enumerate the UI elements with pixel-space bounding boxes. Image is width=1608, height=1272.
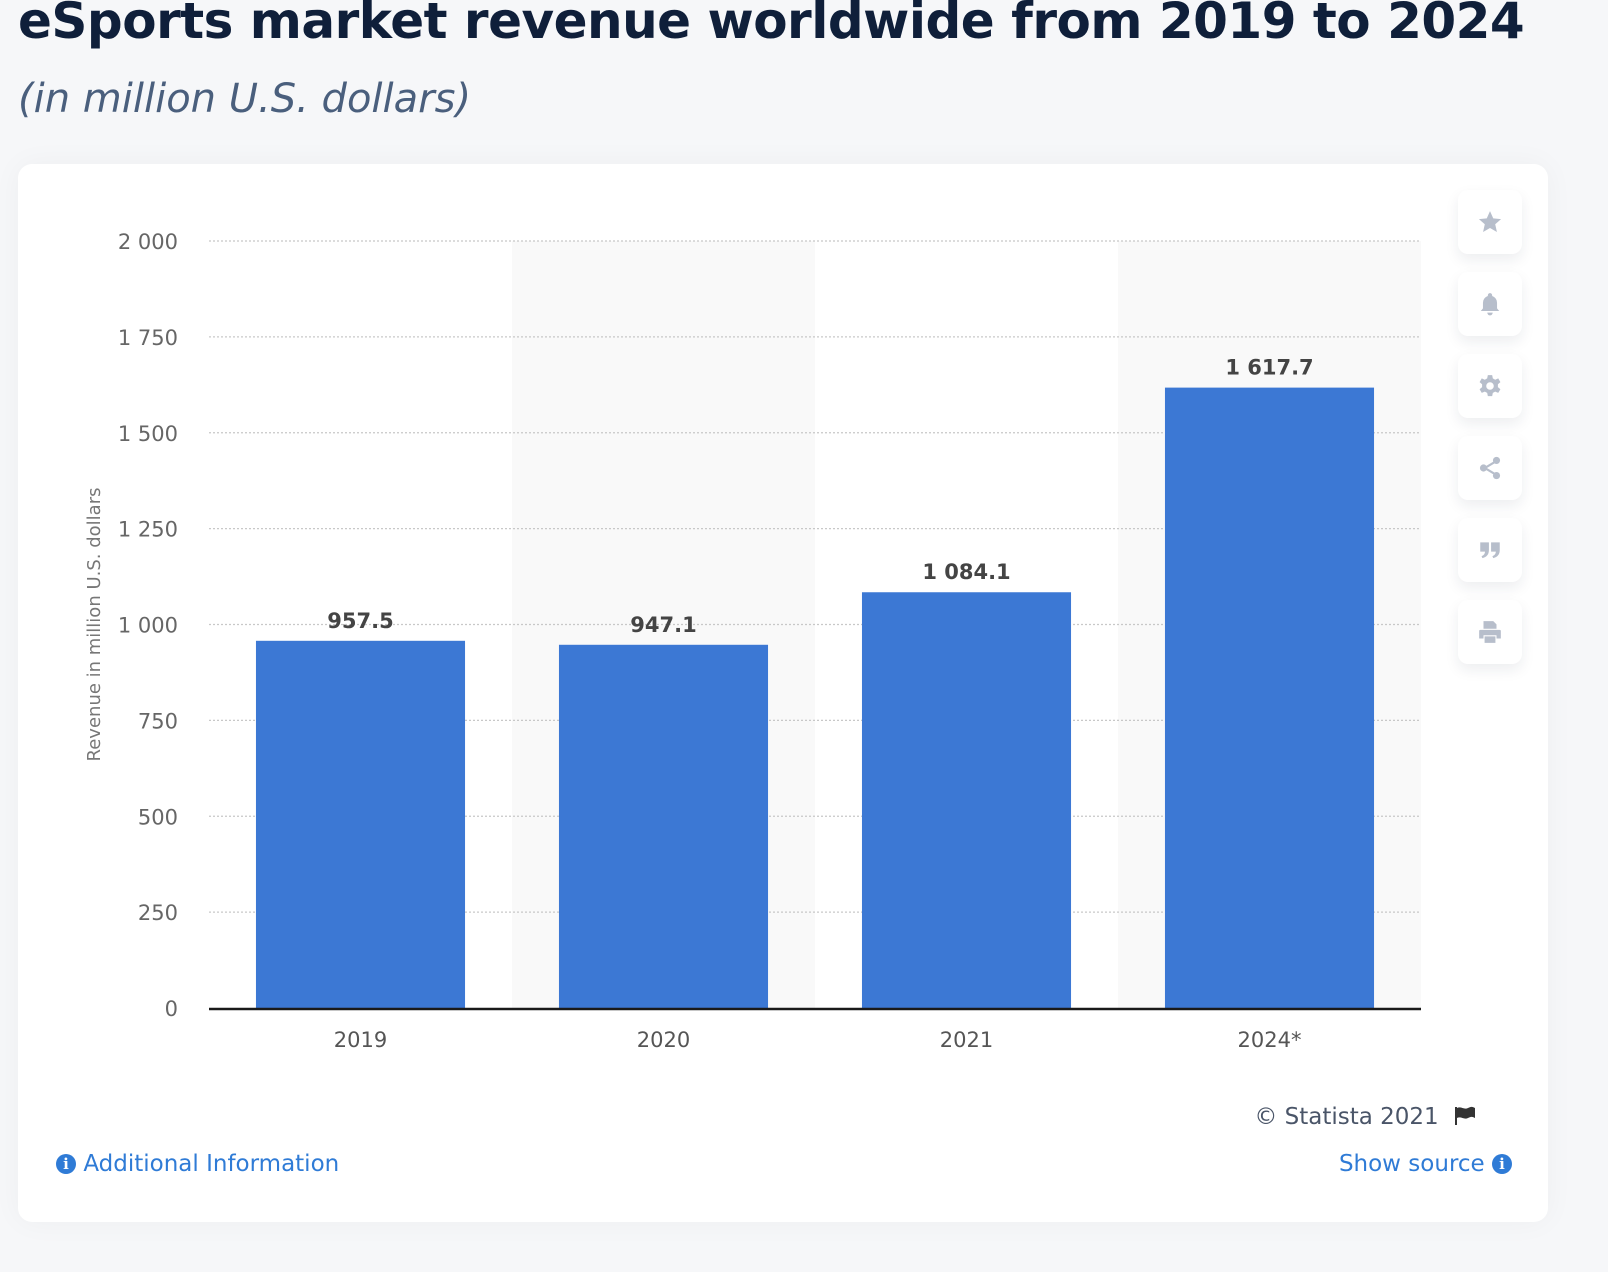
info-icon: i: [56, 1154, 76, 1174]
x-axis-ticks: 2019 2020 2021 2024*: [334, 1028, 1302, 1052]
info-icon: i: [1492, 1154, 1512, 1174]
y-tick-label: 1 250: [118, 518, 178, 542]
favorite-button[interactable]: [1458, 190, 1522, 254]
additional-information-link[interactable]: i Additional Information: [56, 1151, 339, 1177]
share-button[interactable]: [1458, 436, 1522, 500]
y-axis-label: Revenue in million U.S. dollars: [84, 488, 105, 762]
x-tick-label: 2024*: [1238, 1028, 1302, 1052]
y-tick-label: 1 750: [118, 326, 178, 350]
bar[interactable]: [1164, 387, 1375, 1008]
bars: [255, 387, 1375, 1008]
copyright-notice: © Statista 2021: [1254, 1104, 1476, 1130]
x-tick-label: 2021: [940, 1028, 993, 1052]
bar[interactable]: [255, 640, 466, 1008]
star-icon: [1478, 211, 1502, 232]
y-tick-label: 1 500: [118, 422, 178, 446]
value-label: 1 617.7: [1225, 356, 1313, 380]
flag-icon[interactable]: [1454, 1106, 1476, 1126]
bar[interactable]: [861, 592, 1072, 1008]
chart-title: eSports market revenue worldwide from 20…: [18, 0, 1525, 50]
printer-icon: [1479, 621, 1501, 643]
chart-subtitle: (in million U.S. dollars): [18, 76, 472, 122]
x-tick-label: 2020: [637, 1028, 690, 1052]
x-tick-label: 2019: [334, 1028, 387, 1052]
y-tick-label: 1 000: [118, 614, 178, 638]
y-tick-label: 750: [138, 709, 178, 733]
y-tick-label: 2 000: [118, 230, 178, 254]
show-source-link[interactable]: Show source i: [1339, 1151, 1512, 1177]
y-tick-label: 500: [138, 805, 178, 829]
settings-button[interactable]: [1458, 354, 1522, 418]
bell-icon: [1480, 293, 1500, 316]
print-button[interactable]: [1458, 600, 1522, 664]
value-label: 957.5: [327, 609, 393, 633]
additional-information-label: Additional Information: [83, 1151, 340, 1177]
bar[interactable]: [558, 644, 769, 1008]
cite-button[interactable]: [1458, 518, 1522, 582]
value-labels: 957.5 947.1 1 084.1 1 617.7: [327, 356, 1313, 637]
gear-icon: [1479, 375, 1501, 397]
quote-icon: [1480, 542, 1500, 559]
share-icon: [1479, 456, 1501, 480]
y-tick-label: 250: [138, 901, 178, 925]
notification-button[interactable]: [1458, 272, 1522, 336]
value-label: 1 084.1: [922, 560, 1010, 584]
copyright-text: © Statista 2021: [1254, 1104, 1439, 1130]
show-source-label: Show source: [1338, 1151, 1485, 1177]
value-label: 947.1: [630, 613, 696, 637]
y-axis-ticks: 0 250 500 750 1 000 1 250 1 500 1 750 2 000: [118, 230, 178, 1021]
y-tick-label: 0: [165, 997, 178, 1021]
